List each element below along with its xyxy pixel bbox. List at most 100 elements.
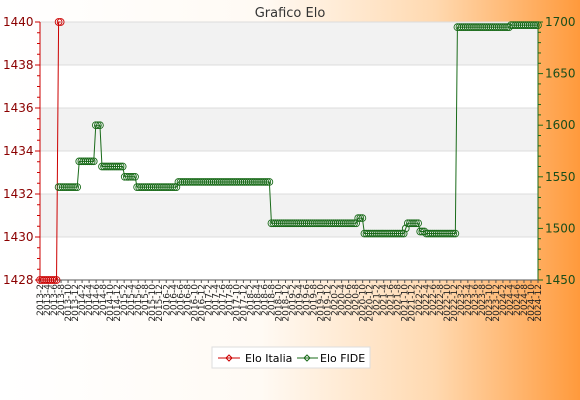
- x-tick-label: 2015-2: [120, 284, 130, 316]
- x-tick-label: 2020-8: [352, 284, 362, 316]
- data-point: [228, 178, 237, 186]
- data-point: [244, 178, 253, 186]
- data-point: [308, 219, 317, 228]
- data-point: [337, 219, 346, 228]
- x-tick-label: 2016-8: [183, 284, 193, 316]
- data-point: [360, 229, 369, 238]
- data-point: [480, 23, 489, 32]
- data-point: [408, 219, 416, 228]
- data-point: [279, 219, 288, 228]
- x-tick-label: 2016-10: [190, 284, 200, 322]
- data-point: [290, 219, 299, 228]
- data-point: [108, 162, 117, 171]
- data-point: [532, 21, 540, 29]
- x-tick-label: 2018-2: [246, 284, 256, 316]
- data-point: [257, 178, 265, 186]
- data-point: [197, 178, 206, 186]
- data-point: [300, 219, 309, 228]
- data-point: [118, 162, 127, 171]
- data-point: [451, 229, 460, 238]
- data-point: [517, 21, 526, 29]
- x-tick-label: 2015-6: [134, 284, 144, 316]
- data-point: [391, 229, 400, 238]
- data-point: [137, 183, 146, 191]
- data-point: [69, 183, 77, 191]
- x-tick-label: 2021-6: [387, 284, 397, 316]
- plot-background: [40, 22, 538, 280]
- left-tick-label: 1434: [3, 144, 34, 158]
- data-point: [468, 23, 476, 32]
- data-point: [379, 229, 387, 238]
- data-point: [44, 276, 53, 284]
- data-point: [445, 229, 454, 238]
- data-point: [346, 219, 354, 228]
- x-tick-label: 2018-8: [267, 284, 277, 316]
- data-point: [403, 219, 412, 228]
- data-point: [79, 157, 88, 166]
- data-point: [56, 18, 65, 26]
- data-point: [426, 229, 435, 238]
- data-point: [302, 219, 311, 228]
- data-point: [331, 219, 340, 228]
- data-point: [259, 178, 268, 186]
- data-point: [170, 183, 179, 191]
- data-point: [42, 276, 51, 284]
- data-point: [358, 214, 367, 222]
- x-tick-label: 2019-6: [303, 284, 313, 316]
- data-point: [319, 219, 327, 228]
- data-point: [412, 219, 420, 228]
- data-point: [523, 21, 532, 29]
- data-point: [100, 162, 108, 171]
- data-point: [511, 21, 520, 29]
- legend-italia-label: Elo Italia: [245, 352, 292, 365]
- data-point: [422, 229, 431, 238]
- data-point: [56, 183, 65, 191]
- x-tick-label: 2023-10: [485, 284, 495, 322]
- data-point: [133, 183, 141, 191]
- data-point: [38, 276, 46, 284]
- data-point: [178, 178, 187, 186]
- x-tick-label: 2018-10: [274, 284, 284, 322]
- data-point: [162, 183, 170, 191]
- data-point: [98, 162, 106, 171]
- data-point: [96, 121, 104, 130]
- data-point: [298, 219, 307, 228]
- data-point: [372, 229, 381, 238]
- x-tick-label: 2021-8: [394, 284, 404, 316]
- left-axis-ticks: 1428 1430 1432 1434 1436 1438 1440: [3, 15, 40, 287]
- data-point: [191, 178, 199, 186]
- x-tick-label: 2019-10: [317, 284, 327, 322]
- x-tick-label: 2019-12: [324, 284, 334, 322]
- data-point: [182, 178, 191, 186]
- series-layer: [36, 18, 542, 284]
- legend-box: [211, 346, 371, 369]
- right-tick-label: 1550: [545, 170, 576, 184]
- x-tick-label: 2020-10: [359, 284, 369, 322]
- data-point: [525, 21, 534, 29]
- x-tick-label: 2013-6: [50, 284, 60, 316]
- data-point: [296, 219, 305, 228]
- x-tick-label: 2013-12: [71, 284, 81, 322]
- x-tick-label: 2022-6: [429, 284, 439, 316]
- x-tick-label: 2021-10: [401, 284, 411, 322]
- data-point: [397, 229, 406, 238]
- data-point: [67, 183, 75, 191]
- x-tick-label: 2024-10: [527, 284, 537, 322]
- data-point: [348, 219, 356, 228]
- data-point: [476, 23, 484, 32]
- data-point: [387, 229, 396, 238]
- data-point: [160, 183, 168, 191]
- data-point: [494, 23, 503, 32]
- series-elo-fide: [54, 21, 542, 238]
- data-point: [106, 162, 115, 171]
- data-point: [368, 229, 377, 238]
- data-point: [496, 23, 505, 32]
- data-point: [158, 183, 166, 191]
- data-point: [60, 183, 69, 191]
- data-point: [50, 276, 59, 284]
- data-point: [341, 219, 350, 228]
- right-tick-label: 1450: [545, 273, 576, 287]
- data-point: [344, 219, 352, 228]
- data-point: [201, 178, 210, 186]
- data-point: [58, 183, 67, 191]
